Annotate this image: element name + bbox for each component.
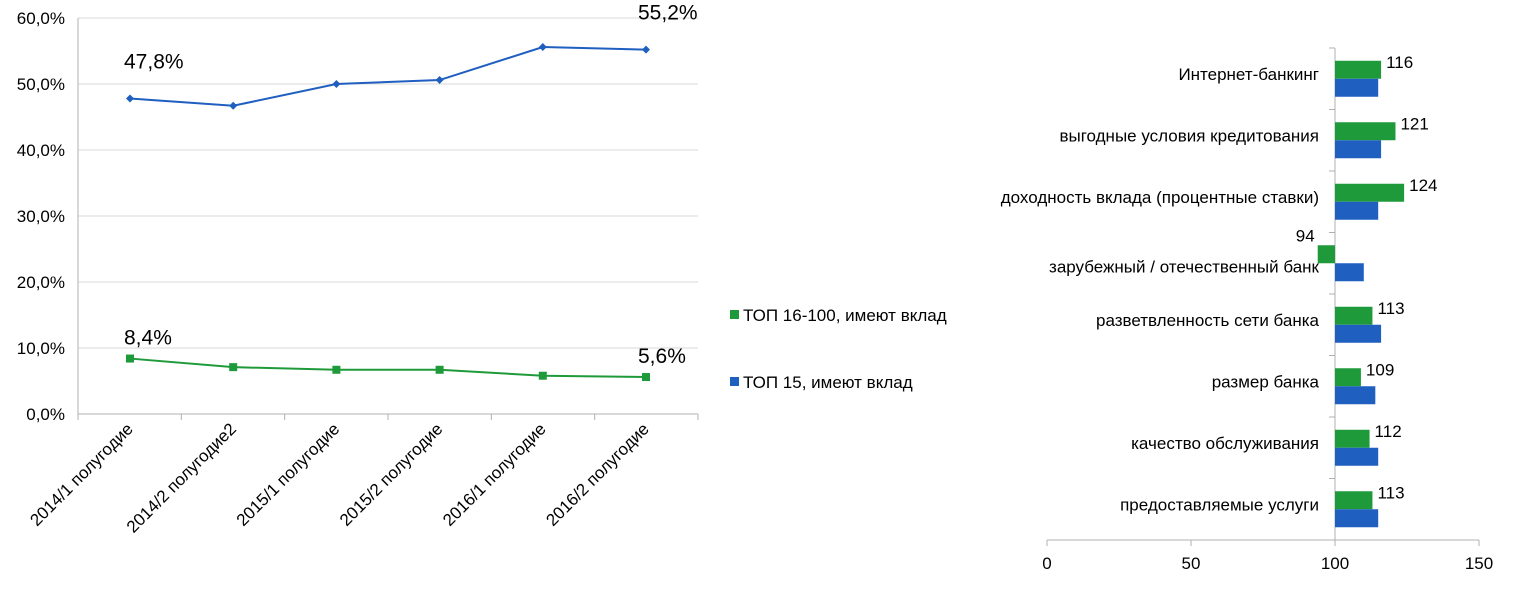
x-tick-label: 150: [1465, 554, 1493, 573]
bar-top16-100: [1335, 368, 1361, 387]
x-tick-label: 2016/2 полугодие: [542, 419, 652, 529]
data-label: 8,4%: [124, 327, 172, 350]
legend-label: ТОП 15, имеют вклад: [743, 373, 913, 392]
bar-top15: [1335, 263, 1364, 282]
bar-top15: [1335, 324, 1382, 343]
x-tick-label: 2014/2 полугодие2: [123, 419, 240, 536]
data-point: [642, 373, 650, 382]
series-line: [129, 46, 647, 107]
bar-value-label: 94: [1296, 226, 1315, 245]
legend-swatch: [730, 377, 739, 386]
bar-top15: [1335, 386, 1376, 405]
x-tick-label: 100: [1321, 554, 1349, 573]
bar-value-label: 112: [1375, 422, 1402, 441]
x-tick-label: 2015/2 полугодие: [336, 419, 446, 529]
y-tick-label: 20,0%: [17, 273, 65, 292]
bar-chart: 0 50 100 150 Интернет-банкинг 116 выгодные усл…: [1001, 47, 1493, 573]
category-label: разветвленность сети банка: [1096, 311, 1320, 330]
bar-top16-100: [1335, 183, 1405, 202]
series-line: [129, 357, 647, 379]
bar-top16-100: [1335, 429, 1370, 448]
y-tick-label: 30,0%: [17, 207, 65, 226]
x-tick-label: 50: [1182, 554, 1201, 573]
x-tick-label: 2016/1 полугодие: [439, 419, 549, 529]
legend: ТОП 16-100, имеют вклад ТОП 15, имеют вкл…: [730, 306, 947, 392]
bar-value-label: 124: [1409, 176, 1437, 195]
line-chart: 0,0% 10,0% 20,0% 30,0% 40,0% 50,0% 60,0% 2014/1…: [17, 2, 699, 537]
data-point: [332, 365, 341, 374]
bar-top15: [1335, 78, 1379, 97]
bar-top16-100: [1335, 306, 1373, 325]
bar-top15: [1335, 201, 1379, 220]
legend-label: ТОП 16-100, имеют вклад: [743, 306, 947, 325]
data-point: [538, 43, 547, 52]
y-tick-label: 50,0%: [17, 75, 65, 94]
bar-value-label: 113: [1377, 299, 1404, 318]
bar-top16-100: [1335, 491, 1373, 510]
category-label: предоставляемые услуги: [1120, 495, 1319, 514]
data-point: [332, 80, 341, 88]
data-point: [126, 354, 134, 363]
series-0: 47,8% 55,2%: [124, 2, 698, 110]
data-point: [538, 371, 547, 380]
data-label: 55,2%: [638, 2, 698, 25]
x-tick-label: 2015/1 полугодие: [233, 419, 343, 529]
bar-value-label: 121: [1400, 114, 1428, 133]
y-tick-label: 60,0%: [17, 9, 65, 28]
data-point: [229, 363, 238, 372]
bar-top15: [1335, 140, 1382, 159]
bar-top16-100: [1335, 60, 1382, 79]
category-label: зарубежный / отечественный банк: [1049, 257, 1320, 276]
data-point: [229, 101, 238, 110]
y-tick-label: 10,0%: [17, 339, 65, 358]
bar-value-label: 116: [1386, 53, 1413, 72]
x-tick-label: 0: [1042, 554, 1051, 573]
y-tick-label: 40,0%: [17, 141, 65, 160]
category-label: выгодные условия кредитования: [1059, 126, 1319, 145]
data-point: [642, 45, 650, 54]
legend-swatch: [730, 310, 739, 319]
bar-top16-100: [1335, 122, 1396, 141]
category-label: размер банка: [1212, 372, 1320, 391]
bar-value-label: 109: [1366, 360, 1394, 379]
bar-top15: [1335, 509, 1379, 528]
bar-top15: [1335, 447, 1379, 466]
data-label: 47,8%: [124, 51, 184, 74]
category-label: Интернет-банкинг: [1178, 65, 1319, 84]
category-label: доходность вклада (процентные ставки): [1001, 188, 1319, 207]
data-point: [435, 365, 444, 374]
y-tick-label: 0,0%: [26, 405, 65, 424]
series-1: 8,4% 5,6%: [124, 327, 686, 382]
data-point: [435, 76, 444, 85]
bar-value-label: 113: [1377, 483, 1404, 502]
data-label: 5,6%: [638, 345, 686, 368]
data-point: [126, 94, 134, 103]
category-label: качество обслуживания: [1131, 434, 1319, 453]
x-tick-label: 2014/1 полугодие: [26, 419, 136, 529]
bar-top16-100: [1317, 245, 1335, 264]
